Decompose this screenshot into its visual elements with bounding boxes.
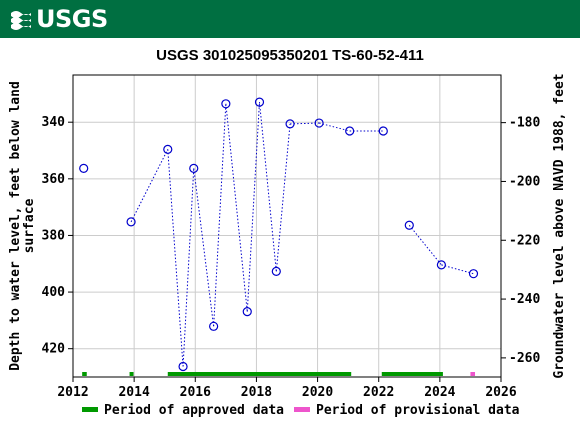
data-point	[79, 163, 89, 173]
series-connector-line	[290, 122, 320, 125]
y-right-tick-label: -200	[509, 174, 540, 189]
x-tick-label: 2024	[424, 385, 455, 400]
data-point	[378, 126, 388, 136]
axis-ticks: 2012 2014 2016 2018 2020 2022 2024 2026 340 360 38…	[42, 115, 541, 400]
legend-approved-swatch	[82, 407, 98, 412]
y-left-tick-label: 380	[42, 228, 66, 243]
data-point	[271, 266, 281, 276]
provisional-period-bar	[470, 372, 476, 376]
data-point	[189, 163, 199, 173]
series-connector-line	[130, 149, 169, 223]
data-point	[126, 217, 136, 227]
data-point	[209, 321, 219, 331]
y-axis-right-label: Groundwater level above NAVD 1988, feet	[552, 73, 567, 378]
y-left-tick-label: 340	[42, 115, 66, 130]
series-connector-line	[258, 102, 277, 272]
approved-period-bar	[82, 372, 87, 376]
groundwater-chart: USGS 301025095350201 TS-60-52-411 2012 20…	[8, 47, 567, 418]
y-left-tick-label: 420	[42, 342, 66, 357]
series-connector-line	[167, 149, 184, 367]
usgs-logo: USGS	[10, 5, 108, 33]
series-connector-line	[193, 168, 215, 327]
usgs-header-bar: USGS	[0, 0, 580, 38]
data-point	[178, 361, 188, 372]
data-point	[221, 99, 231, 109]
x-tick-label: 2018	[241, 385, 272, 400]
data-point	[314, 118, 324, 128]
series-connector-line	[213, 103, 227, 327]
data-point	[242, 307, 252, 317]
data-point	[436, 260, 446, 270]
usgs-logo-text: USGS	[36, 5, 108, 33]
y-right-tick-label: -240	[509, 292, 540, 307]
data-point	[163, 144, 173, 154]
legend-approved-label: Period of approved data	[104, 403, 284, 418]
y-axis-left-label-line1: Depth to water level, feet below land	[8, 81, 23, 371]
data-point	[468, 269, 479, 279]
usgs-wave-icon	[11, 11, 31, 30]
grid-lines	[72, 75, 502, 377]
x-tick-label: 2012	[57, 385, 88, 400]
data-point	[254, 97, 265, 107]
series-connector-line	[225, 103, 248, 312]
chart-title: USGS 301025095350201 TS-60-52-411	[156, 47, 424, 64]
y-right-tick-label: -220	[509, 233, 540, 248]
data-point	[404, 220, 414, 230]
approved-period-bar	[381, 372, 443, 376]
series-connector-line	[408, 224, 442, 266]
series-connector-line	[318, 122, 350, 132]
x-tick-label: 2016	[180, 385, 211, 400]
series-connector-line	[182, 168, 195, 367]
y-left-tick-label: 400	[42, 285, 66, 300]
y-left-tick-label: 360	[42, 172, 66, 187]
y-axis-left-label-line2: surface	[22, 198, 37, 253]
series-lines	[130, 102, 474, 367]
x-tick-label: 2014	[118, 385, 149, 400]
data-periods	[82, 372, 476, 376]
data-point	[285, 119, 295, 129]
legend-provisional-swatch	[294, 407, 310, 412]
chart-legend: Period of approved data Period of provis…	[82, 403, 520, 418]
approved-period-bar	[167, 372, 352, 376]
legend-provisional-label: Period of provisional data	[316, 403, 520, 418]
data-point	[345, 126, 355, 136]
approved-period-bar	[129, 372, 134, 376]
x-tick-label: 2026	[485, 385, 516, 400]
y-right-tick-label: -260	[509, 351, 540, 366]
series-connector-line	[441, 264, 474, 275]
series-points	[79, 97, 479, 372]
series-connector-line	[246, 102, 260, 312]
x-tick-label: 2020	[302, 385, 333, 400]
y-right-tick-label: -180	[509, 116, 540, 131]
series-connector-line	[275, 123, 291, 272]
x-tick-label: 2022	[363, 385, 394, 400]
plot-area-frame	[72, 74, 502, 378]
